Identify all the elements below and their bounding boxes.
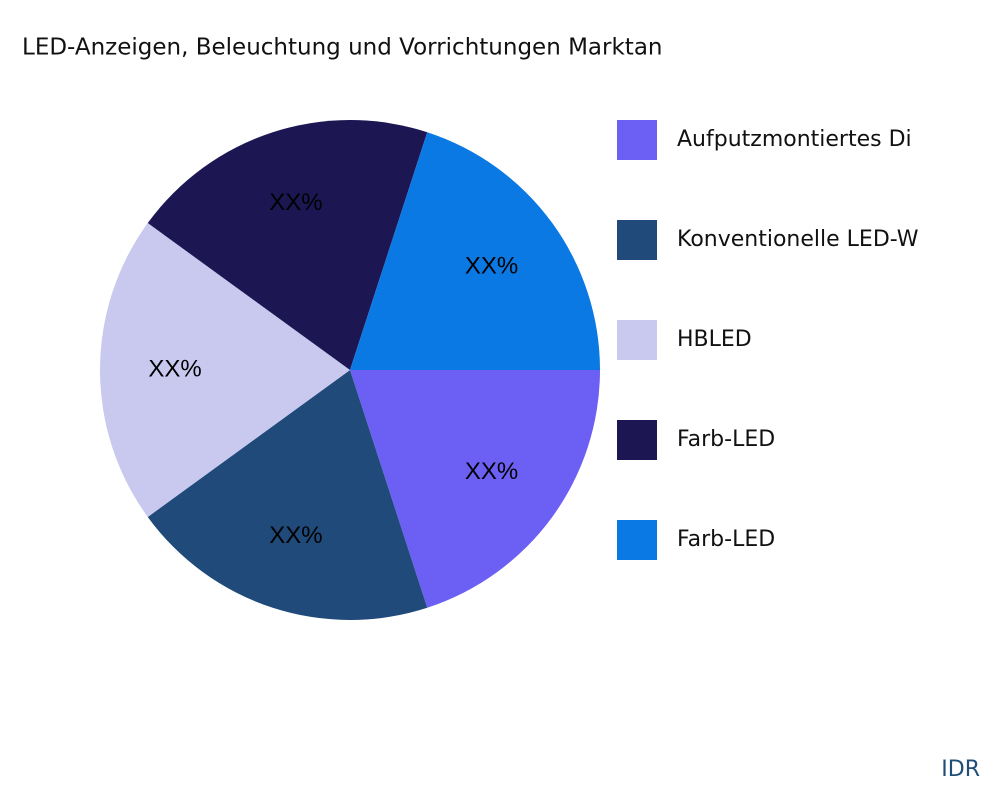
pie-slice	[350, 132, 600, 370]
legend-label: Konventionelle LED-W	[677, 227, 919, 252]
legend-swatch	[617, 520, 657, 560]
pie-slice	[147, 370, 428, 620]
slice-label: XX%	[465, 458, 518, 485]
slice-label: XX%	[148, 355, 201, 382]
pie-slice	[350, 370, 600, 608]
watermark: IDR	[941, 757, 980, 782]
pie-slice	[100, 223, 350, 517]
legend-label: Aufputzmontiertes Di	[677, 127, 912, 152]
legend-swatch	[617, 320, 657, 360]
legend-label: Farb-LED	[677, 427, 775, 452]
chart-title: LED-Anzeigen, Beleuchtung und Vorrichtun…	[22, 35, 663, 61]
slice-label: XX%	[465, 252, 518, 279]
pie-slice	[147, 120, 428, 370]
slice-label: XX%	[269, 522, 322, 549]
slice-label: XX%	[269, 189, 322, 216]
legend-swatch	[617, 220, 657, 260]
legend-label: Farb-LED	[677, 527, 775, 552]
legend-label: HBLED	[677, 327, 752, 352]
legend-swatch	[617, 120, 657, 160]
legend-swatch	[617, 420, 657, 460]
